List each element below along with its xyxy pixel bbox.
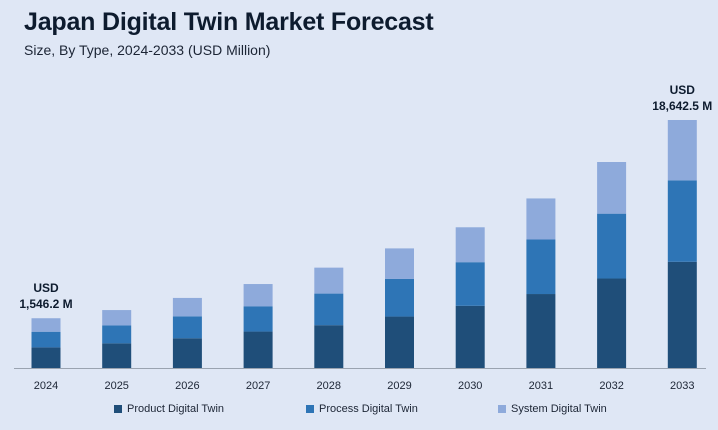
x-tick-label: 2029 [387, 380, 411, 392]
data-annotation-2024: 1,546.2 M [19, 297, 72, 311]
bar-2031-system-digital-twin [526, 198, 556, 240]
legend-item-process-digital-twin: Process Digital Twin [306, 403, 418, 415]
bar-2029-product-digital-twin [385, 316, 414, 368]
bar-2026-system-digital-twin [172, 297, 202, 317]
x-tick-label: 2031 [529, 380, 553, 392]
x-tick-label: 2026 [175, 380, 199, 392]
bar-2030-process-digital-twin [455, 262, 485, 306]
bar-2027-system-digital-twin [243, 284, 273, 307]
legend-label: Product Digital Twin [127, 403, 225, 415]
legend-swatch [114, 405, 122, 413]
chart-title: Japan Digital Twin Market Forecast [24, 8, 434, 36]
legend-label: Process Digital Twin [319, 403, 418, 415]
bar-2027-product-digital-twin [243, 331, 273, 368]
bar-2033-system-digital-twin [667, 120, 697, 181]
x-tick-label: 2028 [317, 380, 341, 392]
bar-2028-process-digital-twin [314, 293, 344, 326]
bar-2029-process-digital-twin [385, 278, 414, 317]
legend-item-system-digital-twin: System Digital Twin [498, 403, 607, 415]
bar-2025-process-digital-twin [102, 325, 132, 344]
bar-2028-product-digital-twin [314, 325, 344, 368]
bar-2033-product-digital-twin [667, 261, 697, 368]
legend-item-product-digital-twin: Product Digital Twin [114, 403, 224, 415]
bar-2026-product-digital-twin [172, 338, 202, 368]
x-tick-label: 2030 [458, 380, 482, 392]
bar-2032-process-digital-twin [597, 213, 627, 279]
bar-2024-product-digital-twin [31, 347, 61, 368]
bar-2030-product-digital-twin [455, 305, 485, 368]
bar-2029-system-digital-twin [385, 248, 414, 279]
chart-subtitle: Size, By Type, 2024-2033 (USD Million) [24, 42, 271, 58]
bar-2030-system-digital-twin [455, 227, 485, 263]
bar-2027-process-digital-twin [243, 306, 273, 332]
bar-2028-system-digital-twin [314, 267, 344, 294]
data-annotation-2033: USD [670, 83, 696, 97]
x-tick-label: 2027 [246, 380, 270, 392]
x-tick-label: 2032 [599, 380, 623, 392]
bar-2025-product-digital-twin [102, 343, 132, 368]
data-annotation-2033: 18,642.5 M [652, 99, 712, 113]
legend-label: System Digital Twin [511, 403, 607, 415]
bar-2026-process-digital-twin [172, 316, 202, 339]
x-tick-label: 2033 [670, 380, 694, 392]
bar-2025-system-digital-twin [102, 310, 132, 326]
legend-swatch [306, 405, 314, 413]
data-annotation-2024: USD [33, 281, 59, 295]
bar-2032-product-digital-twin [597, 278, 627, 368]
bar-2032-system-digital-twin [597, 162, 627, 214]
bar-2033-process-digital-twin [667, 180, 697, 262]
bar-2024-system-digital-twin [31, 318, 61, 332]
bar-2031-product-digital-twin [526, 294, 556, 368]
x-tick-label: 2025 [104, 380, 128, 392]
bar-2031-process-digital-twin [526, 239, 556, 295]
bar-2024-process-digital-twin [31, 331, 61, 348]
legend-swatch [498, 405, 506, 413]
x-tick-label: 2024 [34, 380, 58, 392]
